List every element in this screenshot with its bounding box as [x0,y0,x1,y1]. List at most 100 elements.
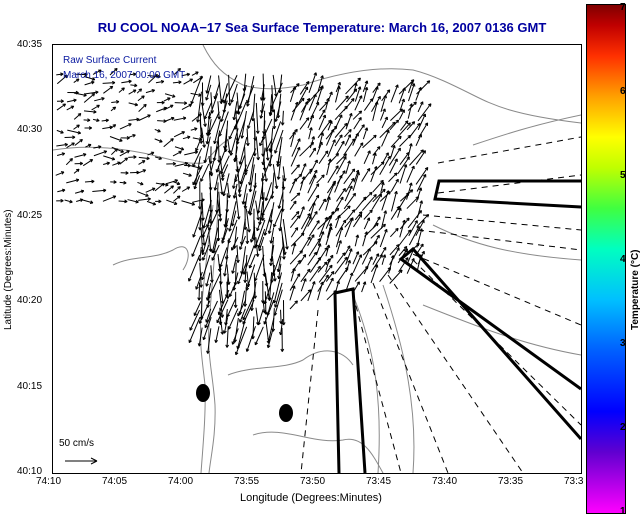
current-vector [345,248,353,265]
current-vector-head [411,103,414,107]
current-vector [205,84,212,101]
current-vector [253,220,256,249]
current-vector [388,147,401,166]
current-vector-head [296,300,298,304]
current-vector [173,117,187,121]
current-vector-head [404,219,406,224]
current-vector [138,198,151,201]
current-vector [128,102,138,106]
current-vector [390,145,396,158]
current-vector-head [247,210,250,214]
current-vector-head [294,267,296,272]
current-vector [316,243,321,255]
current-vector-head [374,135,377,139]
current-vector [325,211,334,229]
colorbar-tick: 2 [620,422,626,433]
current-vector-head [99,69,102,73]
current-vector [226,326,229,348]
current-vector-head [156,74,158,78]
current-vector [154,183,165,192]
current-vector [346,88,357,103]
current-vector-head [309,289,312,293]
current-vector [343,245,351,256]
current-vector [290,227,299,238]
current-vector-head [142,160,146,164]
current-vector-head [264,283,268,287]
current-vector [259,118,273,146]
current-vector [199,119,203,138]
current-vector [261,92,264,114]
current-vector [299,176,305,191]
current-vector-head [227,102,231,106]
current-vector [246,326,256,352]
current-vector [361,168,371,182]
colorbar-tick: 5 [620,170,626,181]
current-vector [379,247,387,257]
current-vector [278,263,282,279]
current-vector-head [201,276,203,280]
current-vector [388,255,394,274]
current-vector [336,240,342,255]
current-vector [264,272,270,301]
current-vector-head [366,231,368,235]
current-vector [264,129,269,161]
current-vector-head [302,98,305,102]
current-vector-head [264,197,267,201]
current-vector [282,110,284,126]
current-vector [416,254,422,273]
current-vector-head [183,102,188,105]
current-vector [361,192,373,203]
current-vector [246,128,249,146]
current-vector [389,227,399,238]
current-vector [242,299,255,325]
current-vector [238,174,246,193]
current-vector-head [91,79,95,81]
current-vector [381,152,389,165]
current-vector [291,260,301,274]
y-tick-label: 40:35 [17,39,43,50]
current-vector-head [207,116,210,120]
current-vector [269,202,275,223]
scale-label: 50 cm/s [59,438,95,449]
current-vector [298,206,305,219]
current-vector-head [113,181,117,184]
current-vector-head [294,285,296,289]
current-vector-head [276,176,279,180]
current-vector-head [205,319,207,323]
current-vector [207,328,212,354]
current-vector [371,96,381,113]
current-vector [261,154,273,182]
current-vector [300,278,307,292]
current-vector [318,109,326,120]
current-vector [111,146,124,153]
colorbar-label: Temperature (°C) [630,249,641,331]
current-vector-head [330,223,333,227]
current-vector-head [140,88,143,92]
current-vector-head [303,176,306,180]
current-vector [93,150,107,157]
current-vector [372,180,384,193]
current-vector [345,272,353,292]
current-vector [244,283,248,307]
current-vector [415,219,425,236]
current-vector [290,164,300,175]
current-vector-head [195,151,199,155]
current-vector-head [278,331,281,336]
current-vector [390,191,398,212]
current-vector [325,258,330,273]
current-vector-head [312,142,315,146]
current-vector-head [129,123,132,127]
current-vector-head [162,183,165,187]
current-vector [92,69,102,75]
current-vector [316,174,325,184]
current-vector [191,113,202,122]
current-vector-head [314,202,316,206]
current-vector-head [64,144,68,147]
current-vector-head [236,216,240,220]
current-vector [352,172,360,191]
current-vector-head [359,86,362,90]
current-vector-head [280,348,283,352]
current-vector [222,218,229,241]
current-vector [415,134,422,146]
current-vector [326,129,335,146]
